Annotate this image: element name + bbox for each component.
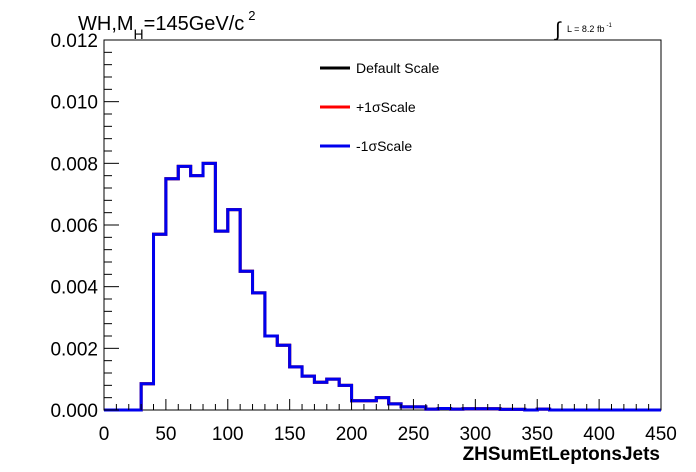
x-tick-label: 50 <box>155 424 176 445</box>
x-axis-label: ZHSumEtLeptonsJets <box>463 444 660 465</box>
x-tick-label: 0 <box>99 424 110 445</box>
legend-label: +1σScale <box>356 99 416 115</box>
axes-layer: 0 50 100 150 200 250 300 350 400 450 0.000 0.002 0.0… <box>50 31 676 445</box>
y-tick-label: 0.008 <box>50 154 98 175</box>
legend-label: -1σScale <box>356 138 412 154</box>
x-tick-label: 300 <box>459 424 491 445</box>
x-tick-label: 150 <box>274 424 306 445</box>
lumi-label: L = 8.2 fb -1 <box>567 23 612 34</box>
x-tick-label: 100 <box>212 424 244 445</box>
series-layer <box>104 161 661 412</box>
legend: Default Scale +1σScale -1σScale <box>320 60 439 154</box>
x-tick-label: 450 <box>645 424 677 445</box>
x-tick-label: 250 <box>398 424 430 445</box>
x-tick-label: 400 <box>583 424 615 445</box>
y-tick-label: 0.002 <box>50 339 98 360</box>
y-tick-label: 0.012 <box>50 31 98 52</box>
y-tick-label: 0.010 <box>50 93 98 114</box>
lumi-integral-symbol: ∫ <box>554 19 562 41</box>
series-line-1-scale <box>104 161 661 412</box>
legend-label: Default Scale <box>356 60 439 76</box>
x-tick-label: 350 <box>521 424 553 445</box>
chart-title: WH,MH=145GeV/c 2 <box>78 8 256 42</box>
y-tick-label: 0.000 <box>50 401 98 422</box>
x-tick-label: 200 <box>336 424 368 445</box>
y-tick-label: 0.006 <box>50 216 98 237</box>
y-tick-label: 0.004 <box>50 278 98 299</box>
